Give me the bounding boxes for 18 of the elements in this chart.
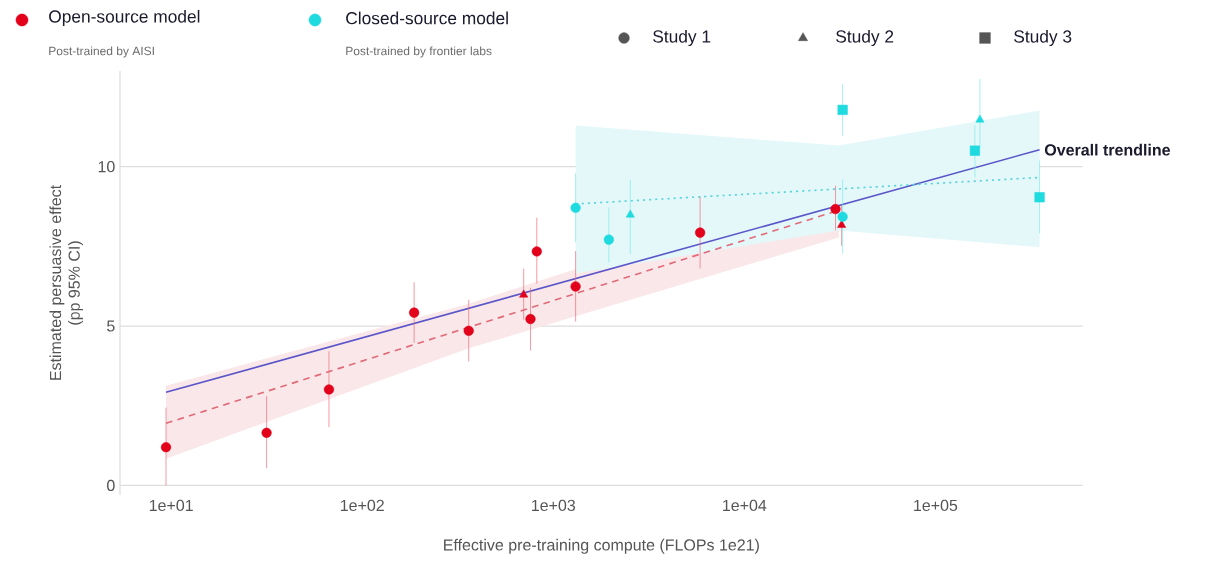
y-axis-title: Estimated persuasive effect (pp 95% CI) xyxy=(49,185,84,380)
legend-label: Study 1 xyxy=(653,29,711,47)
x-axis-title: Effective pre-training compute (FLOPs 1e21) xyxy=(444,538,759,554)
x-tick-label: 1e+01 xyxy=(149,499,193,512)
x-tick-label: 1e+02 xyxy=(340,499,384,512)
x-tick-label: 1e+05 xyxy=(914,499,958,512)
series-label: Overall trendline xyxy=(1044,143,1170,156)
x-tick-label: 1e+04 xyxy=(723,499,767,512)
text: Post-trained by frontier labs xyxy=(346,46,492,58)
legend-label: Closed-source model xyxy=(346,11,508,25)
legend-label: Study 2 xyxy=(836,29,894,47)
text: Post-trained by AISI xyxy=(49,46,154,58)
legend-label: Study 3 xyxy=(1014,29,1072,47)
legend-label: Open-source model xyxy=(49,9,200,27)
x-tick-label: 1e+03 xyxy=(532,499,576,512)
y-tick-label: 5 xyxy=(107,320,115,332)
y-tick-label: 0 xyxy=(107,479,115,492)
y-tick-label: 10 xyxy=(98,160,115,173)
